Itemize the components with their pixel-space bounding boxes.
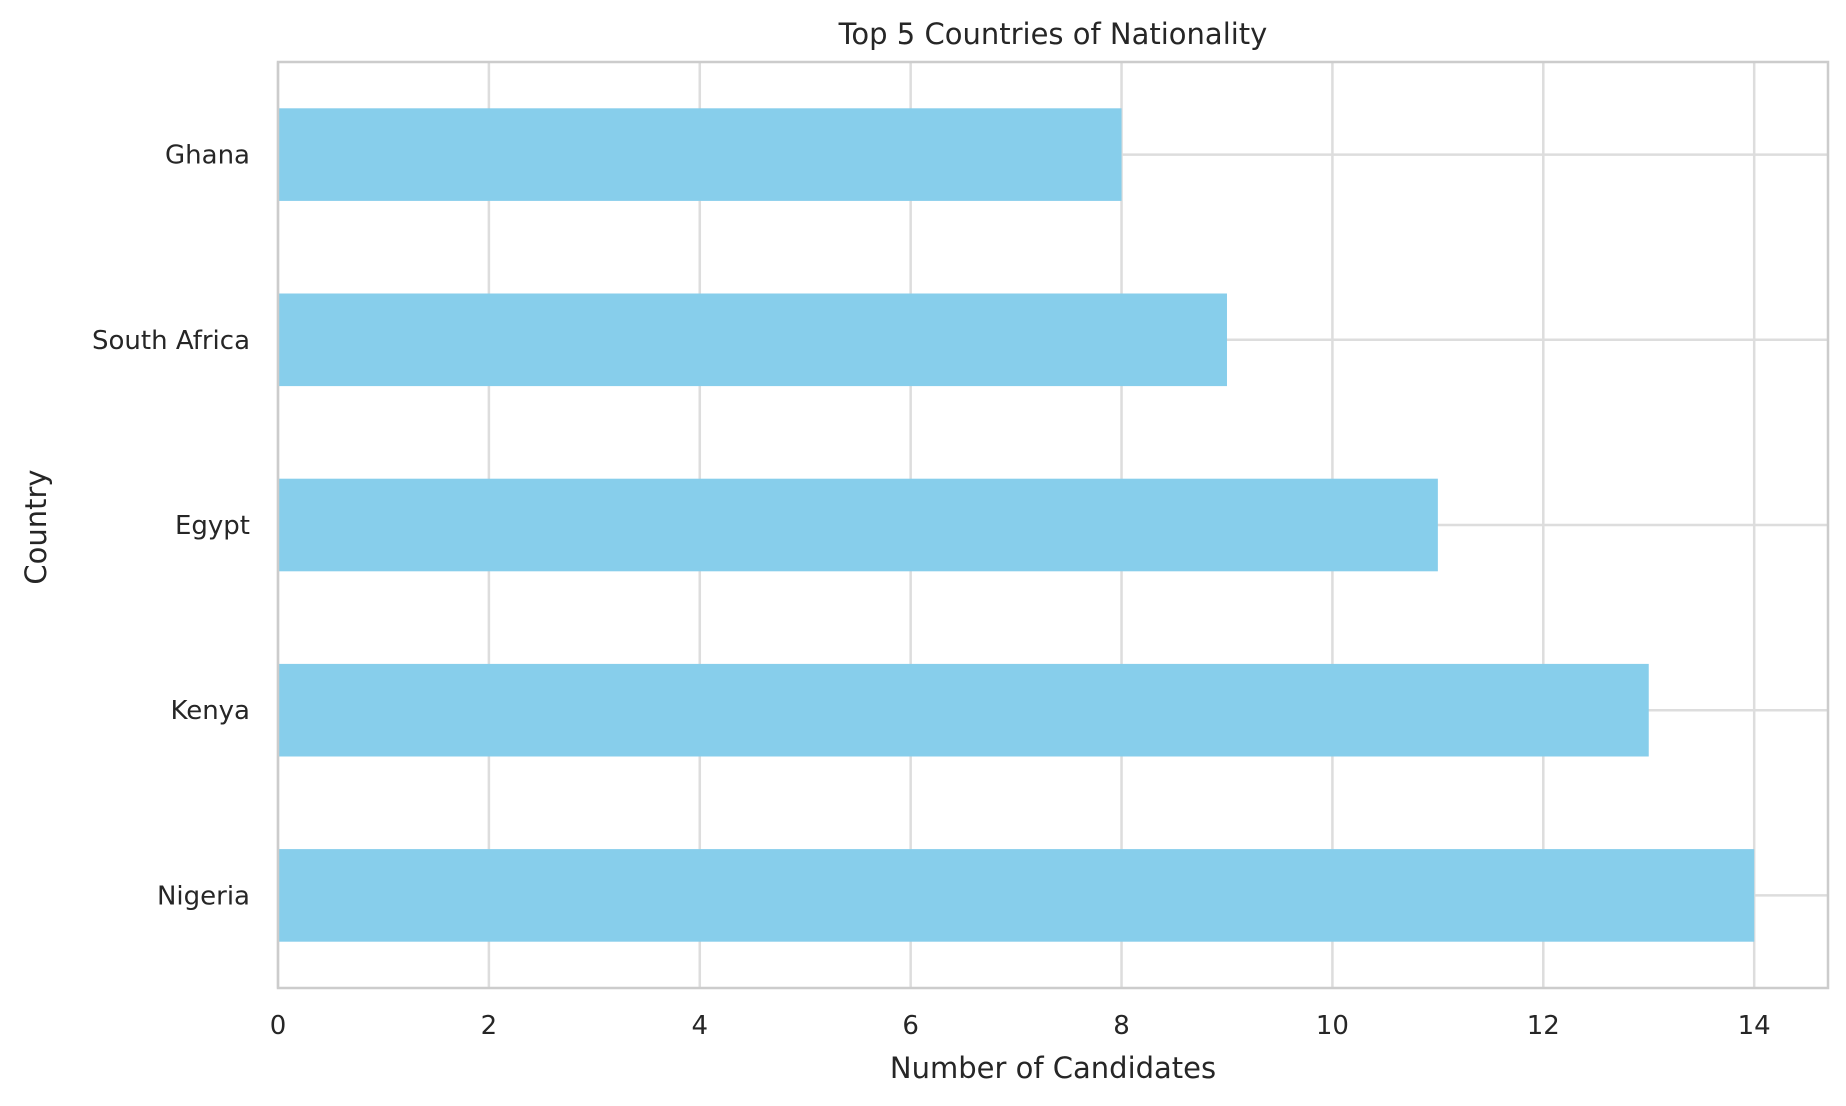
plot-frame <box>276 60 1830 990</box>
y-tick-label: Egypt <box>175 511 250 541</box>
y-tick-label: South Africa <box>92 326 250 356</box>
x-tick-label: 0 <box>270 1011 287 1041</box>
bars <box>278 108 1755 942</box>
x-tick-label: 2 <box>481 1011 498 1041</box>
x-tick-label: 8 <box>1113 1011 1130 1041</box>
bar-kenya <box>278 663 1649 757</box>
x-tick-label: 6 <box>902 1011 919 1041</box>
bar-nigeria <box>278 849 1755 942</box>
y-tick-label: Ghana <box>165 141 250 171</box>
bar-egypt <box>278 478 1438 572</box>
tick-labels: 0 2 4 6 8 10 12 14 Nigeria Kenya Egypt South Africa… <box>92 141 1771 1041</box>
x-tick-label: 12 <box>1527 1011 1560 1041</box>
x-tick-label: 14 <box>1738 1011 1771 1041</box>
y-tick-label: Kenya <box>170 696 250 726</box>
bar-ghana <box>278 108 1122 201</box>
bar-south-africa <box>278 293 1227 387</box>
x-tick-label: 10 <box>1316 1011 1349 1041</box>
x-axis-label: Number of Candidates <box>890 1051 1216 1085</box>
y-tick-label: Nigeria <box>157 881 250 911</box>
x-tick-label: 4 <box>691 1011 708 1041</box>
chart-title: Top 5 Countries of Nationality <box>838 17 1268 51</box>
y-axis-label: Country <box>19 469 53 584</box>
